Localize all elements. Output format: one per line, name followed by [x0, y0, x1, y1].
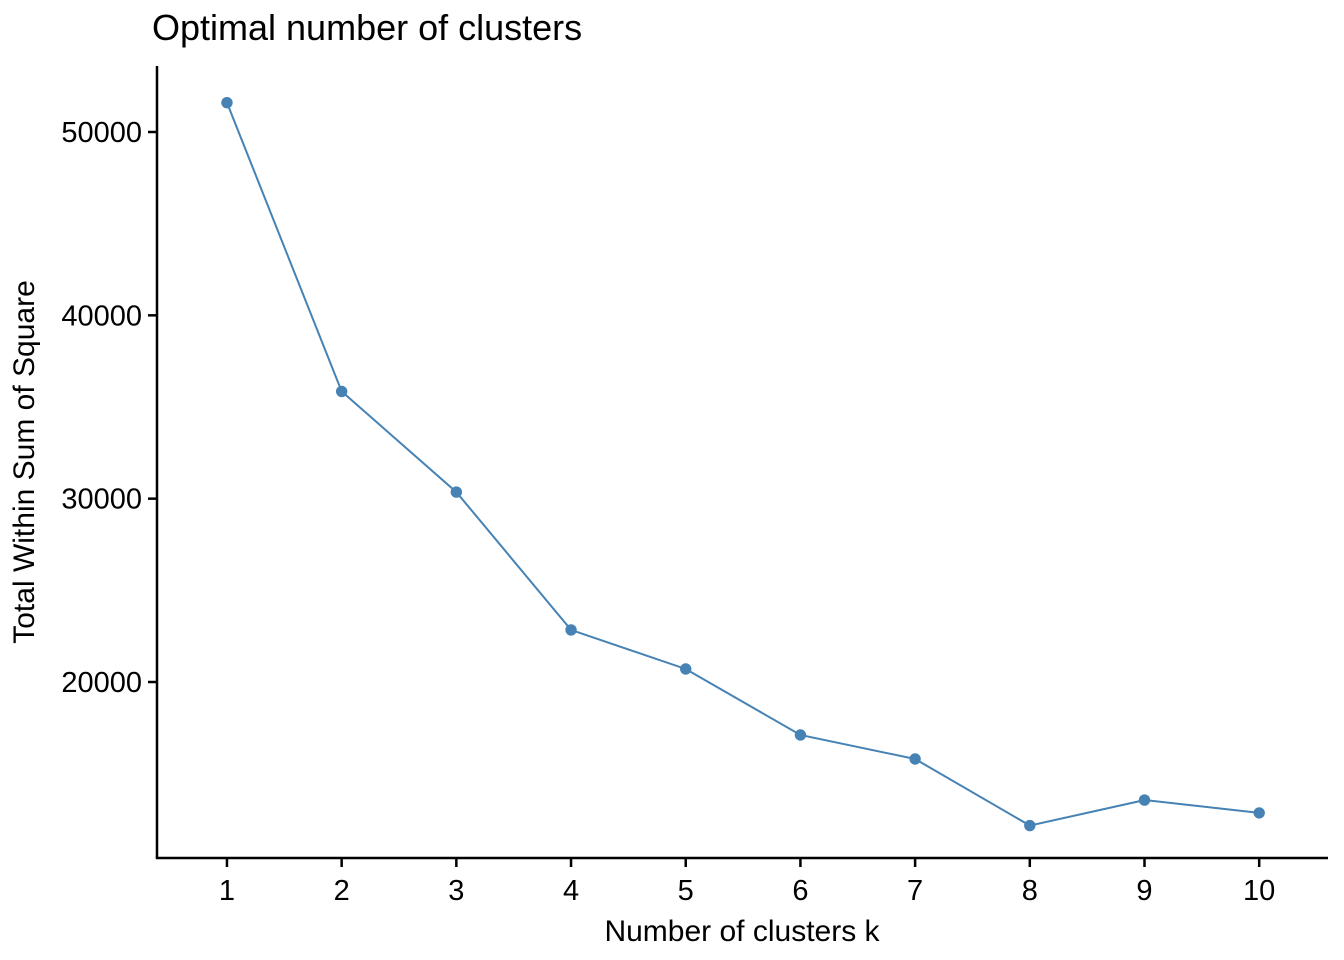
x-tick-label: 7 — [907, 875, 923, 907]
x-tick-label: 3 — [448, 875, 464, 907]
y-tick-label: 30000 — [61, 484, 142, 516]
data-series — [221, 96, 1265, 832]
x-tick-label: 9 — [1136, 875, 1152, 907]
x-tick-label: 4 — [563, 875, 579, 907]
data-point — [794, 729, 807, 741]
data-point — [909, 753, 921, 765]
data-line — [226, 102, 1260, 827]
data-point — [680, 663, 692, 675]
x-tick-label: 5 — [678, 875, 694, 907]
chart-title: Optimal number of clusters — [152, 7, 582, 48]
data-point — [221, 96, 233, 109]
data-point — [450, 486, 463, 498]
axis-ticks: 1 2 3 4 5 6 7 8 9 10 20000 30000 40000 50000 — [61, 117, 1275, 907]
data-point — [565, 624, 577, 636]
x-tick-label: 8 — [1022, 875, 1038, 907]
data-point — [335, 385, 348, 398]
y-tick-label: 50000 — [61, 117, 142, 149]
x-axis-title: Number of clusters k — [604, 915, 880, 948]
y-axis-title: Total Within Sum of Square — [8, 280, 41, 644]
y-tick-label: 20000 — [61, 667, 142, 699]
x-tick-label: 2 — [334, 875, 350, 907]
x-tick-label: 6 — [792, 875, 808, 907]
x-tick-label: 1 — [219, 875, 235, 907]
data-point — [1024, 819, 1036, 832]
x-tick-label: 10 — [1243, 875, 1275, 907]
y-tick-label: 40000 — [61, 300, 142, 332]
data-point — [1253, 807, 1265, 819]
data-point — [1138, 794, 1151, 806]
